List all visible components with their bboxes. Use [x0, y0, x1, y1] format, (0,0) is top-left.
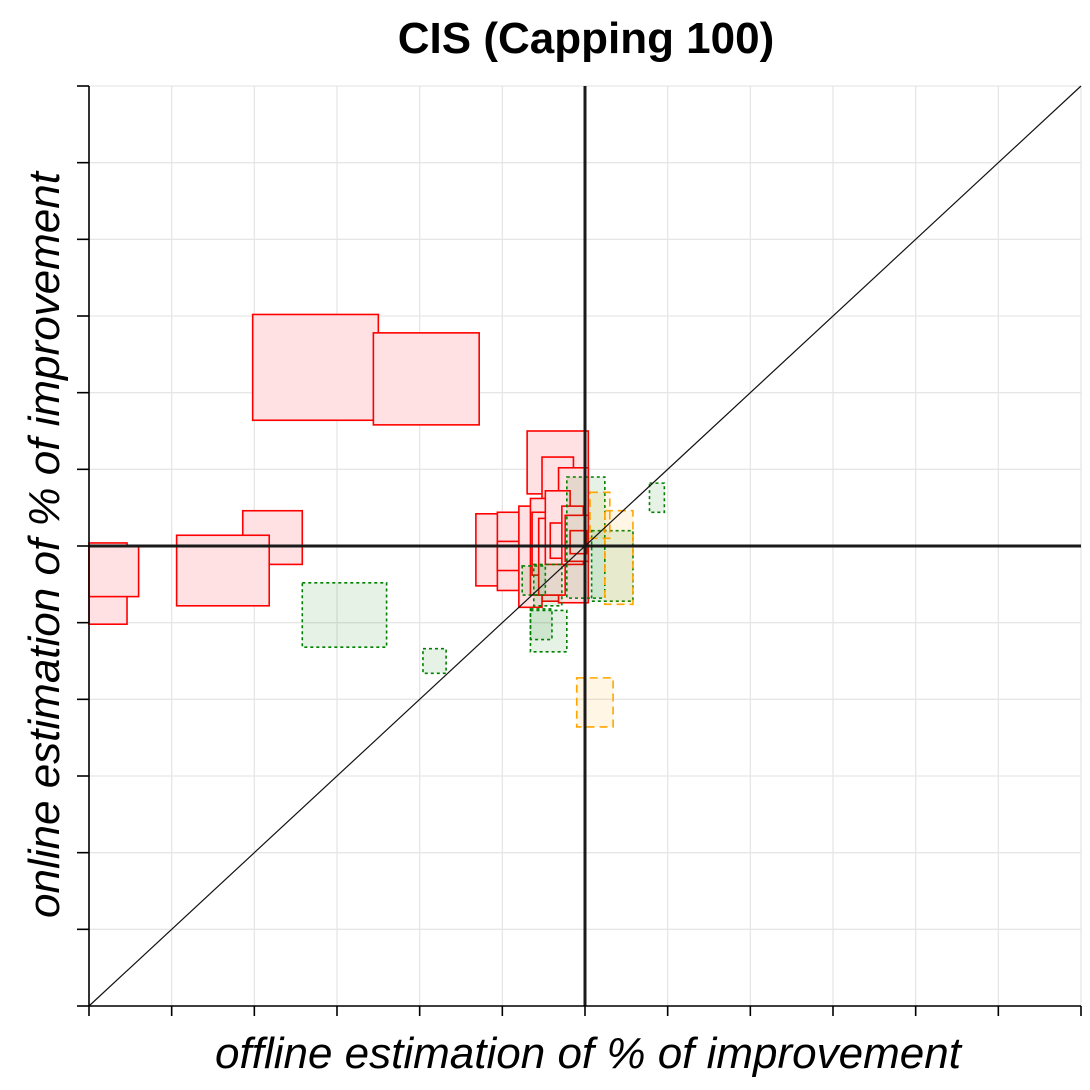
- y-axis-label: online estimation of % of improvement: [20, 170, 69, 918]
- box-orange: [575, 677, 614, 728]
- reference-lines: [88, 85, 1082, 1007]
- box-green: [529, 608, 553, 641]
- box-green: [648, 482, 666, 514]
- box-red: [251, 313, 380, 422]
- box-red: [88, 545, 140, 598]
- series-orange: [575, 491, 634, 728]
- x-axis-label: offline estimation of % of improvement: [215, 1029, 963, 1078]
- box-green: [590, 529, 634, 603]
- data-boxes: [88, 313, 666, 728]
- box-green: [529, 609, 568, 653]
- chart-title: CIS (Capping 100): [398, 14, 775, 63]
- box-green: [301, 581, 388, 648]
- box-red: [372, 332, 480, 426]
- axes: [77, 85, 1082, 1016]
- reference-line-identity: [88, 85, 1082, 1007]
- box-green: [422, 647, 447, 675]
- box-orange: [604, 509, 634, 606]
